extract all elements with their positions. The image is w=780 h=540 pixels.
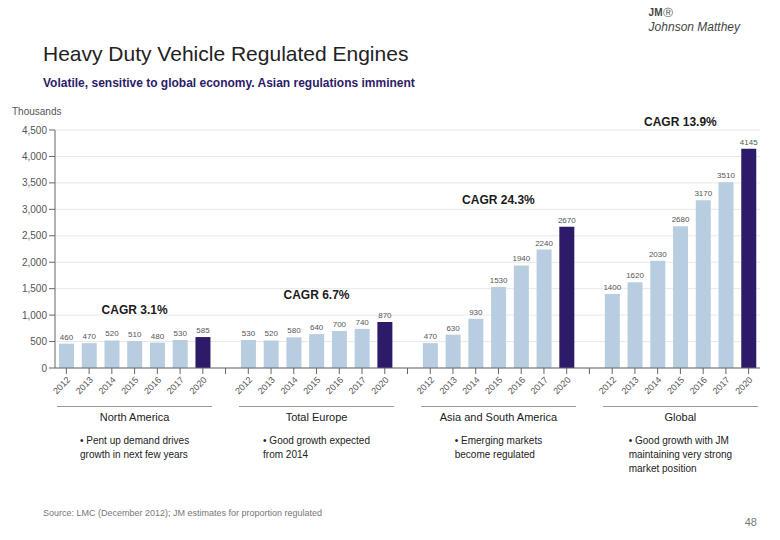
svg-text:2016: 2016 <box>506 375 527 396</box>
html-text:Thousands: Thousands <box>12 106 62 117</box>
svg-text:2016: 2016 <box>324 375 345 396</box>
html-text:CAGR 13.9%: CAGR 13.9% <box>644 114 717 129</box>
svg-text:2680: 2680 <box>672 215 690 224</box>
html-text:CAGR 3.1%: CAGR 3.1% <box>101 303 168 317</box>
svg-text:2020: 2020 <box>733 375 754 396</box>
svg-text:2016: 2016 <box>688 375 709 396</box>
svg-text:2013: 2013 <box>256 375 277 396</box>
html-text:• Pent up demand drives growth: • Pent up demand drives growth in next f… <box>80 435 190 460</box>
svg-text:2014: 2014 <box>642 375 663 396</box>
svg-text:2012: 2012 <box>597 375 618 396</box>
html-text:Global: Global <box>664 411 697 423</box>
svg-text:2,500: 2,500 <box>22 230 47 241</box>
svg-text:930: 930 <box>469 308 483 317</box>
svg-text:2015: 2015 <box>665 375 686 396</box>
svg-text:520: 520 <box>264 329 278 338</box>
svg-text:0: 0 <box>41 363 47 374</box>
svg-text:740: 740 <box>355 318 369 327</box>
svg-text:2015: 2015 <box>483 375 504 396</box>
html-text:Source: LMC (December 2012); J: Source: LMC (December 2012); JM estimate… <box>43 508 323 518</box>
svg-text:870: 870 <box>378 311 392 320</box>
svg-text:2012: 2012 <box>415 375 436 396</box>
svg-text:2017: 2017 <box>347 375 368 396</box>
svg-text:1620: 1620 <box>626 271 644 280</box>
svg-text:3,000: 3,000 <box>22 204 47 215</box>
svg-text:2017: 2017 <box>165 375 186 396</box>
svg-text:2240: 2240 <box>535 239 553 248</box>
svg-text:2017: 2017 <box>711 375 732 396</box>
svg-text:2030: 2030 <box>649 250 667 259</box>
svg-text:3,500: 3,500 <box>22 177 47 188</box>
html-text:Volatile, sensitive to global: Volatile, sensitive to global economy. A… <box>43 76 415 90</box>
svg-text:1940: 1940 <box>512 254 530 263</box>
svg-text:2015: 2015 <box>301 375 322 396</box>
html-text:JM Ⓡ: JM Ⓡ <box>648 7 673 18</box>
svg-text:2014: 2014 <box>278 375 299 396</box>
svg-text:700: 700 <box>333 320 347 329</box>
html-text:Asia and South America: Asia and South America <box>439 411 558 423</box>
svg-text:3170: 3170 <box>694 189 712 198</box>
html-text:Heavy Duty Vehicle Regulated E: Heavy Duty Vehicle Regulated Engines <box>43 42 409 65</box>
svg-text:1,500: 1,500 <box>22 283 47 294</box>
html-text:Total Europe: Total Europe <box>285 411 348 423</box>
svg-text:2020: 2020 <box>551 375 572 396</box>
html-text:CAGR 6.7%: CAGR 6.7% <box>283 288 350 302</box>
svg-text:4145: 4145 <box>740 138 758 147</box>
svg-text:2013: 2013 <box>620 375 641 396</box>
svg-text:460: 460 <box>60 333 74 342</box>
svg-text:4,000: 4,000 <box>22 151 47 162</box>
html-text:• Emerging markets become regu: • Emerging markets become regulated <box>454 435 543 460</box>
svg-text:2015: 2015 <box>119 375 140 396</box>
svg-text:530: 530 <box>242 329 256 338</box>
svg-text:4,500: 4,500 <box>22 125 47 136</box>
svg-text:500: 500 <box>30 336 47 347</box>
svg-text:470: 470 <box>424 332 438 341</box>
svg-text:2017: 2017 <box>529 375 550 396</box>
html-text:48: 48 <box>744 516 757 528</box>
svg-text:2,000: 2,000 <box>22 257 47 268</box>
svg-text:1,000: 1,000 <box>22 310 47 321</box>
svg-text:585: 585 <box>196 326 210 335</box>
svg-text:2012: 2012 <box>233 375 254 396</box>
html-text:CAGR 24.3%: CAGR 24.3% <box>462 192 535 207</box>
html-text:North America: North America <box>99 411 170 423</box>
svg-text:520: 520 <box>105 329 119 338</box>
svg-text:2020: 2020 <box>369 375 390 396</box>
svg-text:3510: 3510 <box>717 171 735 180</box>
svg-text:2670: 2670 <box>558 216 576 225</box>
svg-text:640: 640 <box>310 323 324 332</box>
svg-text:630: 630 <box>446 324 460 333</box>
svg-text:580: 580 <box>287 326 301 335</box>
html-text:• Good growth expected from 20: • Good growth expected from 2014 <box>263 435 370 460</box>
svg-text:2013: 2013 <box>438 375 459 396</box>
html-text:Johnson Matthey: Johnson Matthey <box>648 20 740 34</box>
svg-text:530: 530 <box>174 329 188 338</box>
html-text:• Good growth with JM maintain: • Good growth with JM maintaining very s… <box>628 435 733 474</box>
svg-text:2014: 2014 <box>460 375 481 396</box>
svg-text:2016: 2016 <box>142 375 163 396</box>
svg-text:2014: 2014 <box>97 375 118 396</box>
svg-text:1530: 1530 <box>490 276 508 285</box>
svg-text:2013: 2013 <box>74 375 95 396</box>
svg-text:480: 480 <box>151 332 165 341</box>
svg-text:510: 510 <box>128 330 142 339</box>
svg-text:2012: 2012 <box>51 375 72 396</box>
svg-text:2020: 2020 <box>188 375 209 396</box>
svg-text:470: 470 <box>83 332 97 341</box>
svg-text:1400: 1400 <box>603 283 621 292</box>
